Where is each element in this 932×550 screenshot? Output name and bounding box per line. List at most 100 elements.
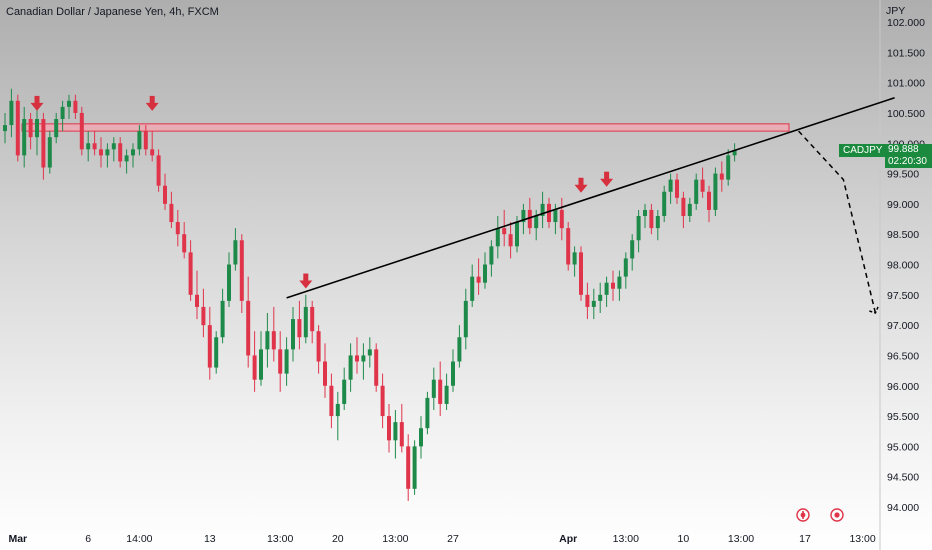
candle[interactable] xyxy=(3,125,7,132)
down-arrow-marker[interactable] xyxy=(145,95,159,111)
candle[interactable] xyxy=(278,349,283,374)
time-axis[interactable]: Mar 6 14:00 13 13:00 20 13:00 27 Apr 13:00 10 13:00… xyxy=(8,533,875,545)
candle[interactable] xyxy=(547,203,551,223)
candle[interactable] xyxy=(643,209,647,216)
candle[interactable] xyxy=(662,191,667,216)
candle[interactable] xyxy=(297,319,302,338)
candle[interactable] xyxy=(649,209,654,229)
candle[interactable] xyxy=(540,203,545,216)
candle[interactable] xyxy=(393,422,398,441)
candle[interactable] xyxy=(156,155,161,186)
candle[interactable] xyxy=(444,385,449,404)
candle[interactable] xyxy=(687,203,692,216)
candle[interactable] xyxy=(233,240,238,265)
candle[interactable] xyxy=(188,252,193,295)
candle[interactable] xyxy=(131,149,135,156)
candle[interactable] xyxy=(47,137,52,168)
candle[interactable] xyxy=(617,276,622,289)
candle[interactable] xyxy=(323,361,327,386)
candle[interactable] xyxy=(489,246,494,265)
candle[interactable] xyxy=(310,306,315,332)
candle[interactable] xyxy=(374,349,379,386)
candle[interactable] xyxy=(553,209,558,223)
candle[interactable] xyxy=(713,173,718,210)
price-axis[interactable]: 94.000 94.500 95.000 95.500 96.000 96.500 97.0… xyxy=(887,17,925,514)
candle[interactable] xyxy=(694,179,699,204)
candle[interactable] xyxy=(118,143,123,162)
candle[interactable] xyxy=(508,234,513,247)
candle[interactable] xyxy=(35,119,39,138)
candle[interactable] xyxy=(291,319,295,350)
candle[interactable] xyxy=(316,331,321,362)
candle[interactable] xyxy=(252,355,257,380)
candle[interactable] xyxy=(700,179,705,192)
event-icon[interactable] xyxy=(796,508,810,522)
candle[interactable] xyxy=(419,428,423,447)
candle[interactable] xyxy=(431,379,436,398)
candle[interactable] xyxy=(335,403,340,417)
candle[interactable] xyxy=(668,179,673,192)
candle[interactable] xyxy=(342,379,347,404)
candle[interactable] xyxy=(630,240,635,259)
candle[interactable] xyxy=(559,209,564,229)
projection-path[interactable] xyxy=(798,130,877,314)
event-icon[interactable] xyxy=(830,508,844,522)
candle[interactable] xyxy=(143,131,148,150)
candle[interactable] xyxy=(387,416,391,441)
candle[interactable] xyxy=(355,355,359,362)
candle[interactable] xyxy=(175,222,180,235)
candle[interactable] xyxy=(105,149,110,156)
candle[interactable] xyxy=(598,294,603,301)
candle[interactable] xyxy=(303,306,308,338)
candle[interactable] xyxy=(451,361,455,386)
candle[interactable] xyxy=(636,216,641,241)
candle[interactable] xyxy=(707,191,711,210)
candle[interactable] xyxy=(284,349,289,374)
candle[interactable] xyxy=(438,379,443,404)
candle[interactable] xyxy=(655,216,660,229)
candle[interactable] xyxy=(207,325,212,368)
candle[interactable] xyxy=(534,216,539,229)
candle[interactable] xyxy=(585,294,590,307)
candle[interactable] xyxy=(681,197,686,216)
candle[interactable] xyxy=(73,100,78,113)
candle[interactable] xyxy=(425,397,430,429)
candle[interactable] xyxy=(15,100,20,156)
candle[interactable] xyxy=(22,119,27,156)
candle[interactable] xyxy=(220,300,225,338)
candle[interactable] xyxy=(329,385,334,417)
candle[interactable] xyxy=(246,300,251,356)
candle[interactable] xyxy=(572,252,577,265)
candle[interactable] xyxy=(86,143,91,150)
candle[interactable] xyxy=(380,385,385,417)
candle[interactable] xyxy=(719,173,724,180)
down-arrow-marker[interactable] xyxy=(600,171,614,187)
candle[interactable] xyxy=(169,203,174,223)
candle[interactable] xyxy=(195,294,199,307)
candle[interactable] xyxy=(470,276,475,301)
candle[interactable] xyxy=(502,228,507,235)
candle[interactable] xyxy=(9,100,14,126)
candle[interactable] xyxy=(150,149,155,156)
candle[interactable] xyxy=(732,149,737,156)
candle[interactable] xyxy=(79,112,84,150)
candle[interactable] xyxy=(399,422,404,447)
candle[interactable] xyxy=(527,209,532,229)
candle[interactable] xyxy=(54,119,59,138)
candle[interactable] xyxy=(60,106,65,119)
candle[interactable] xyxy=(182,234,187,253)
candle[interactable] xyxy=(239,240,244,301)
candle[interactable] xyxy=(41,119,46,168)
candle[interactable] xyxy=(591,300,596,307)
candle[interactable] xyxy=(726,155,731,180)
candle[interactable] xyxy=(675,179,679,198)
candle[interactable] xyxy=(579,252,583,295)
candle[interactable] xyxy=(92,143,97,150)
candle[interactable] xyxy=(463,300,468,338)
candle[interactable] xyxy=(124,155,129,162)
candle[interactable] xyxy=(412,446,417,489)
down-arrow-marker[interactable] xyxy=(574,177,588,193)
candle[interactable] xyxy=(406,446,411,489)
candle[interactable] xyxy=(521,209,526,223)
